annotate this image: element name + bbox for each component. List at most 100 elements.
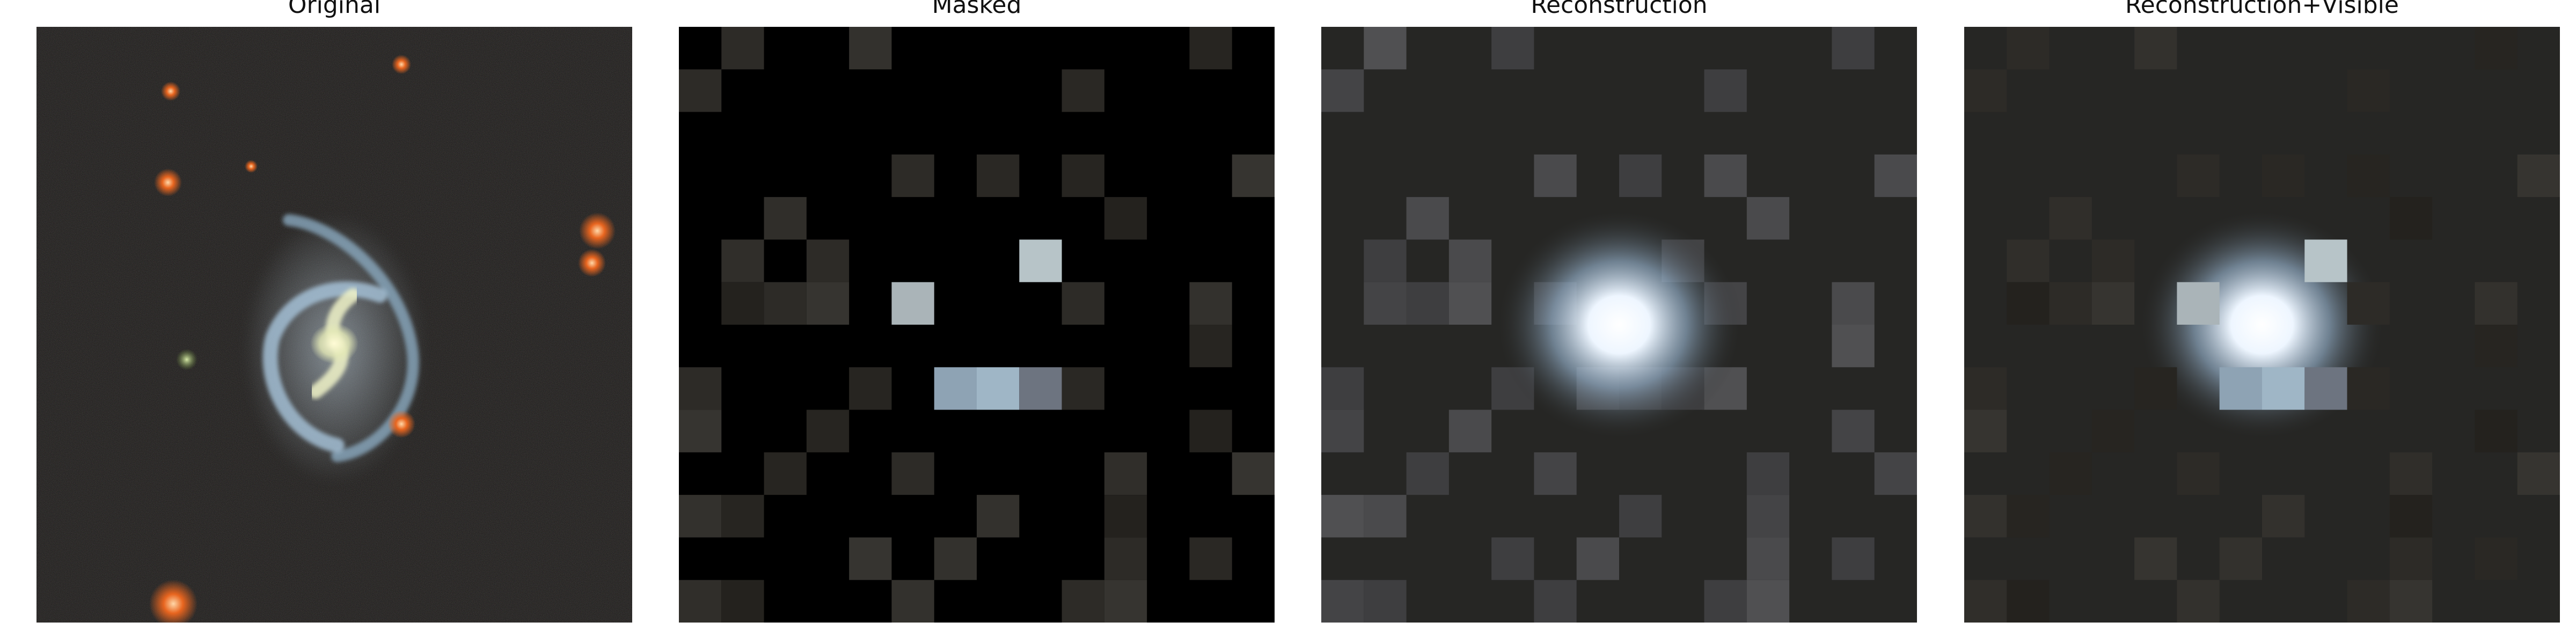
reconstruction-image [1321,27,1917,623]
visible-patch [764,452,807,495]
reconstructed-patch [1874,452,1917,495]
visible-patch [764,282,807,325]
visible-patch [721,27,764,70]
visible-patch [2007,580,2050,623]
visible-patch [2347,282,2390,325]
visible-patch [1104,197,1147,240]
visible-patch [2262,367,2305,410]
star [387,410,415,438]
visible-patch [679,367,722,410]
visible-patch [2219,367,2262,410]
reconstructed-patch [1619,495,1662,538]
visible-patch [806,239,850,282]
reconstructed-patch [1364,27,1407,70]
reconstructed-patch [1746,197,1790,240]
visible-patch [1189,282,1232,325]
panel-title-reconstruction-visible: Reconstruction+Visible [2125,0,2399,19]
star [149,580,197,623]
reconstructed-patch [1491,27,1534,70]
visible-patch [679,580,722,623]
visible-patch [1964,367,2007,410]
galaxy [243,214,426,483]
star [578,249,606,277]
visible-patch [977,154,1020,197]
visible-patch [849,537,892,580]
visible-patch [721,580,764,623]
reconstructed-patch [1321,367,1364,410]
visible-patch [1062,367,1104,410]
reconstructed-patch [1406,452,1449,495]
star [245,160,258,173]
visible-patch [2007,27,2050,70]
reconstructed-patch [1746,537,1790,580]
visible-patch [1104,495,1147,538]
star [579,213,616,249]
visible-patch [2177,282,2220,325]
visible-patch [891,580,934,623]
visible-patch [2475,537,2518,580]
reconstructed-patch [1534,580,1577,623]
visible-patch [679,495,722,538]
visible-patch [1189,409,1232,452]
reconstructed-patch [1534,452,1577,495]
reconstructed-patch [1704,580,1747,623]
visible-patch [2304,367,2347,410]
original-image [36,27,632,623]
star [176,349,197,370]
visible-patch [2007,282,2050,325]
stars [149,55,616,623]
visible-patch [2049,282,2092,325]
reconstructed-patch [1832,27,1875,70]
visible-patch [1104,580,1147,623]
visible-patch [2347,367,2390,410]
reconstruction-glow [1496,209,1743,440]
reconstructed-patch [1874,154,1917,197]
reconstructed-patch [1406,197,1449,240]
visible-patch [2389,452,2433,495]
visible-patch [2177,452,2220,495]
visible-patch [2262,154,2305,197]
visible-patch [1964,69,2007,112]
reconstructed-patch [1832,409,1875,452]
reconstructed-patch [1364,495,1407,538]
visible-patch [1019,239,1062,282]
visible-patches [1964,27,2560,623]
visible-patch [2262,495,2305,538]
visible-patch [1189,537,1232,580]
reconstructed-patch [1364,282,1407,325]
visible-patch [2347,580,2390,623]
reconstructed-patch [1321,580,1364,623]
visible-patch [934,367,977,410]
visible-patch [2091,282,2135,325]
visible-patch [891,154,934,197]
visible-patch [2475,409,2518,452]
reconstructed-patch [1746,452,1790,495]
panel-title-original: Original [288,0,381,19]
reconstructed-patch [1704,154,1747,197]
visible-patch [1104,537,1147,580]
reconstructed-patch [1448,282,1492,325]
reconstructed-patch [1321,69,1364,112]
galaxy-outer-arm [283,214,419,462]
visible-patch [721,495,764,538]
visible-patch [806,282,850,325]
visible-patches [679,27,1275,623]
reconstructed-patch [1448,409,1492,452]
visible-patch [2007,239,2050,282]
visible-patch [2219,537,2262,580]
visible-patch [764,197,807,240]
visible-patch [2389,495,2433,538]
panel-title-reconstruction: Reconstruction [1531,0,1708,19]
reconstructed-patch [1832,282,1875,325]
reconstructed-patch [1619,154,1662,197]
reconstructed-patch [1321,409,1364,452]
visible-patch [977,495,1020,538]
reconstructed-patch [1448,239,1492,282]
visible-patch [2389,197,2433,240]
reconstructed-patch [1406,282,1449,325]
reconstruction-visible-image [1964,27,2560,623]
galaxy-core [310,323,358,364]
visible-patch [806,409,850,452]
visible-patch [891,282,934,325]
visible-patch [2134,537,2177,580]
